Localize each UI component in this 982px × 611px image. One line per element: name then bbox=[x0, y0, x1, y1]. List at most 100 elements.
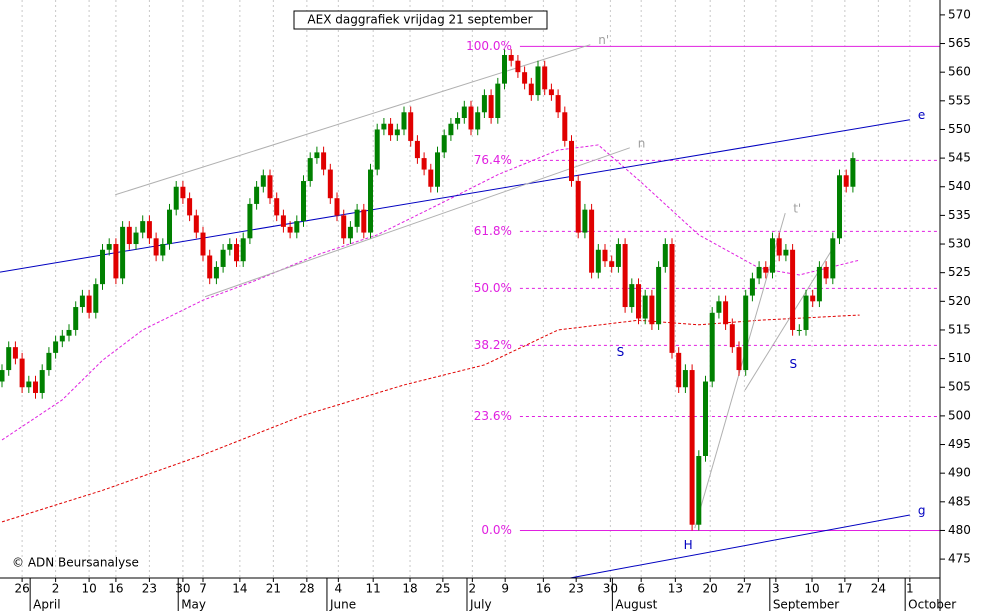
candle-body bbox=[850, 158, 856, 187]
candle-body bbox=[26, 381, 32, 388]
y-tick-label: 485 bbox=[948, 494, 971, 508]
x-tick-label: 23 bbox=[142, 582, 157, 596]
level-label: 76.4% bbox=[474, 153, 512, 167]
grid bbox=[21, 0, 911, 578]
plot: e g n' n t' S S H bbox=[0, 33, 940, 579]
y-tick-label: 525 bbox=[948, 265, 971, 279]
candle-body bbox=[260, 175, 266, 187]
y-tick-label: 565 bbox=[948, 36, 971, 50]
candle-body bbox=[146, 221, 152, 239]
candle-body bbox=[703, 381, 709, 456]
level-label: 0.0% bbox=[481, 523, 512, 537]
trendline-label: n' bbox=[598, 33, 609, 47]
candle-body bbox=[669, 244, 675, 353]
candle-body bbox=[6, 347, 12, 371]
candle-body bbox=[53, 341, 59, 353]
y-tick-label: 510 bbox=[948, 351, 971, 365]
candle-body bbox=[749, 278, 755, 296]
candle-body bbox=[475, 112, 481, 130]
source: © ADN Beursanalyse bbox=[12, 556, 139, 570]
candle-body bbox=[522, 72, 528, 84]
candle-body bbox=[723, 301, 729, 325]
y-tick-label: 545 bbox=[948, 151, 971, 165]
candle-body bbox=[649, 295, 655, 325]
candle-body bbox=[535, 66, 541, 96]
candle-body bbox=[12, 347, 18, 359]
x-tick-label: 30 bbox=[175, 582, 190, 596]
candle-body bbox=[763, 266, 769, 273]
y-tick-label: 535 bbox=[948, 208, 971, 222]
candle-body bbox=[495, 83, 501, 119]
month-label: July bbox=[469, 598, 492, 611]
candle-body bbox=[388, 123, 394, 136]
candle-body bbox=[394, 129, 400, 136]
candle-body bbox=[354, 209, 360, 227]
candle-body bbox=[830, 238, 836, 279]
candle-body bbox=[843, 175, 849, 187]
candle-body bbox=[461, 106, 467, 119]
candle-body bbox=[106, 244, 112, 250]
candle-body bbox=[823, 266, 829, 279]
month-label: May bbox=[181, 598, 206, 611]
candle-body bbox=[803, 295, 809, 330]
y-tick-label: 475 bbox=[948, 552, 971, 566]
month-label: June bbox=[329, 598, 356, 611]
candle-body bbox=[575, 181, 581, 233]
candle-body bbox=[180, 186, 186, 199]
x-tick-label: 3 bbox=[772, 582, 780, 596]
candle-body bbox=[347, 226, 353, 239]
y-tick-label: 550 bbox=[948, 122, 971, 136]
candle-body bbox=[689, 370, 695, 525]
candle-body bbox=[213, 266, 219, 279]
candle-body bbox=[776, 238, 782, 256]
candle-body bbox=[93, 284, 99, 313]
y-tick-label: 500 bbox=[948, 408, 971, 422]
candle-body bbox=[374, 129, 380, 170]
candle-body bbox=[816, 266, 822, 302]
x-tick-label: 17 bbox=[837, 582, 852, 596]
month-label: April bbox=[33, 598, 60, 611]
candle-body bbox=[582, 209, 588, 233]
candle-body bbox=[207, 255, 213, 279]
candle-body bbox=[481, 95, 487, 113]
trendline bbox=[570, 514, 910, 579]
candle-body bbox=[113, 244, 119, 279]
candle-body bbox=[569, 140, 575, 182]
trendline-label: g bbox=[918, 503, 926, 517]
level-label: 61.8% bbox=[474, 224, 512, 238]
level-label: 23.6% bbox=[474, 409, 512, 423]
candle-body bbox=[19, 358, 25, 388]
candle-body bbox=[160, 244, 166, 256]
candle-body bbox=[341, 215, 347, 239]
candle-body bbox=[441, 135, 447, 153]
candle-body bbox=[120, 226, 126, 279]
candle-body bbox=[200, 232, 206, 256]
x-tick-label: 28 bbox=[299, 582, 314, 596]
candle-body bbox=[59, 335, 65, 342]
candle-body bbox=[555, 95, 561, 113]
candle-body bbox=[33, 381, 39, 393]
trendline bbox=[115, 44, 591, 196]
x-tick-label: 24 bbox=[871, 582, 886, 596]
candle-body bbox=[636, 284, 642, 319]
candle-body bbox=[414, 140, 420, 159]
candle-body bbox=[368, 169, 374, 233]
candle-body bbox=[810, 295, 816, 302]
candle-body bbox=[361, 209, 367, 233]
candle-body bbox=[173, 186, 179, 210]
candle-body bbox=[515, 60, 521, 73]
candle-body bbox=[696, 455, 702, 525]
x-tick-label: 10 bbox=[81, 582, 96, 596]
candle-body bbox=[167, 209, 173, 245]
month-label: October bbox=[908, 598, 956, 611]
candle-body bbox=[86, 295, 92, 313]
candle-body bbox=[381, 123, 387, 130]
month-label: September bbox=[773, 598, 839, 611]
y-tick-label: 540 bbox=[948, 179, 971, 193]
candle-body bbox=[401, 112, 407, 130]
candle-body bbox=[682, 370, 688, 388]
x-tick-label: 4 bbox=[335, 582, 343, 596]
title-box bbox=[293, 10, 548, 30]
y-tick-label: 555 bbox=[948, 93, 971, 107]
x-tick-label: 27 bbox=[737, 582, 752, 596]
